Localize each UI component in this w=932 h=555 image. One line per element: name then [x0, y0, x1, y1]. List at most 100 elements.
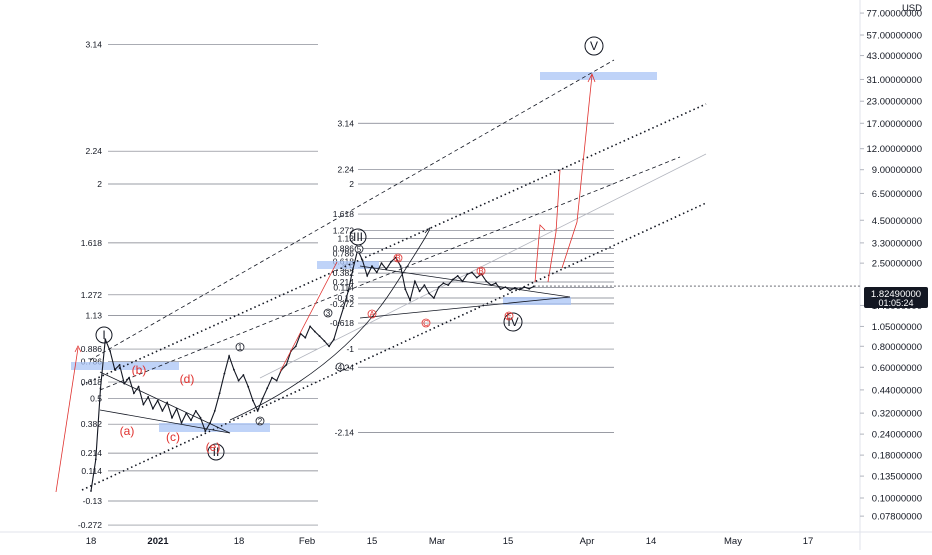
fib-level-label: -2.14: [335, 428, 355, 438]
price-tick-label: 31.00000000: [867, 75, 922, 86]
wave-1-circle[interactable]: [235, 342, 245, 352]
fib-extension-left[interactable]: 3.14 2.24 2 1.618 1.272 1.13 0.886 0.786 0.618 0.…: [78, 40, 318, 531]
price-point: [166, 401, 169, 404]
wave-3-circle[interactable]: [323, 308, 333, 318]
wave-V-circle[interactable]: [584, 36, 604, 56]
wave-II-circle[interactable]: [207, 443, 225, 461]
zone-box-2[interactable]: [159, 423, 270, 432]
price-line[interactable]: [90, 248, 535, 492]
wedge-lower[interactable]: [99, 409, 231, 434]
zone-box-1[interactable]: [71, 362, 179, 370]
time-tick-label: Apr: [580, 536, 595, 547]
price-point: [490, 284, 492, 286]
wave-I-circle[interactable]: [95, 326, 113, 344]
price-tick-label: 77.00000000: [867, 9, 922, 20]
channel-lower-dotted[interactable]: [81, 202, 707, 491]
price-tick-label: 23.00000000: [867, 97, 922, 108]
price-point: [309, 325, 311, 328]
zone-box-3[interactable]: [317, 261, 379, 269]
channel-upper-dotted[interactable]: [81, 103, 707, 386]
channel-grey-line[interactable]: [259, 153, 707, 379]
wave-d-label[interactable]: (d): [180, 372, 195, 386]
price-tick-label: 6.50000000: [872, 189, 922, 200]
fib-level-label: 1.618: [333, 209, 355, 219]
price-series[interactable]: [90, 248, 860, 492]
price-point: [271, 376, 273, 379]
wave-B-label-1: B: [395, 254, 400, 263]
wave-4-circle[interactable]: [335, 362, 345, 372]
last-price-value: 1.82490000: [871, 289, 921, 300]
price-tick-label: 0.24000000: [872, 430, 922, 441]
fib-level-label: 1.272: [81, 290, 103, 300]
price-tick-label: 0.07800000: [872, 512, 922, 523]
wave-II-label: II: [213, 445, 220, 459]
fib-level-label: -0.13: [83, 496, 103, 506]
arrow-left-up[interactable]: [55, 347, 79, 493]
price-point: [128, 376, 131, 379]
wave-D-circle[interactable]: [476, 266, 486, 276]
price-point: [375, 271, 378, 274]
wave-e-label[interactable]: (e): [206, 440, 221, 454]
wedge-upper[interactable]: [99, 371, 231, 434]
wave-c-label[interactable]: (c): [166, 430, 180, 444]
wave-b-label[interactable]: (b): [132, 363, 147, 377]
fib-level-label: 1.13: [85, 310, 102, 320]
channel-mid-dashed[interactable]: [99, 156, 681, 391]
price-point: [347, 290, 350, 293]
price-point: [318, 335, 321, 337]
price-point: [447, 284, 450, 286]
wave-B-circle-1[interactable]: [393, 253, 403, 263]
triangle-upper[interactable]: [359, 265, 571, 298]
fib-level-label: 0.786: [333, 249, 355, 259]
fib-level-label: -0.272: [330, 299, 354, 309]
triangle-lower[interactable]: [359, 296, 571, 319]
fib-level-label: 0.618: [81, 377, 103, 387]
price-point: [104, 338, 107, 341]
fib-level-label: 3.14: [85, 40, 102, 50]
price-point: [194, 410, 197, 412]
wave-5-circle[interactable]: [354, 244, 364, 254]
price-point: [137, 385, 140, 388]
price-point: [152, 407, 154, 410]
fib-level-label: 0.886: [333, 244, 355, 254]
trend-channel[interactable]: [81, 59, 707, 491]
price-tick-label: 12.00000000: [867, 144, 922, 155]
elliott-wave-labels[interactable]: I III IV V II (a) (b) (c) (d) (e) A B C …: [95, 36, 604, 461]
wave-a-label[interactable]: (a): [120, 424, 135, 438]
price-point: [180, 422, 183, 424]
price-tick-label: 0.13500000: [872, 472, 922, 483]
wave-3-label: 3: [326, 309, 331, 318]
arrow-projection-3[interactable]: [561, 74, 593, 269]
price-point: [471, 271, 473, 274]
time-tick-label: Mar: [429, 536, 445, 547]
fib-level-label: 0.886: [81, 344, 103, 354]
arrow-projection-2[interactable]: [547, 169, 561, 283]
wave-A-circle[interactable]: [367, 309, 377, 319]
wave-E-circle[interactable]: [504, 311, 514, 321]
wave-IV-circle[interactable]: [503, 312, 523, 332]
zone-box-4[interactable]: [503, 297, 571, 305]
fib-level-label: -0.13: [335, 293, 355, 303]
wave-III-label: III: [353, 230, 363, 244]
zone-box-5[interactable]: [540, 72, 657, 80]
parabolic-curve[interactable]: [229, 227, 431, 421]
price-point: [161, 410, 164, 412]
price-tick-label: 57.00000000: [867, 31, 922, 42]
fib-level-label: 0.214: [81, 448, 103, 458]
wave-C-circle[interactable]: [421, 318, 431, 328]
arrow-mid-up[interactable]: [279, 261, 338, 373]
price-tick-label: 0.32000000: [872, 409, 922, 420]
last-price-tag[interactable]: 1.82490000 01:05:24: [864, 287, 928, 308]
arrow-projection-1[interactable]: [534, 224, 546, 283]
price-point: [452, 278, 454, 281]
channel-outer-dashed[interactable]: [89, 59, 615, 361]
projection-arrows[interactable]: [55, 73, 596, 493]
wave-2-circle[interactable]: [255, 416, 265, 426]
price-point: [494, 282, 497, 285]
time-axis[interactable]: 18 2021 18 Feb 15 Mar 15 Apr 14 May 17: [0, 531, 932, 547]
price-point: [156, 399, 159, 402]
price-point: [428, 292, 431, 295]
target-zones[interactable]: [71, 72, 657, 432]
